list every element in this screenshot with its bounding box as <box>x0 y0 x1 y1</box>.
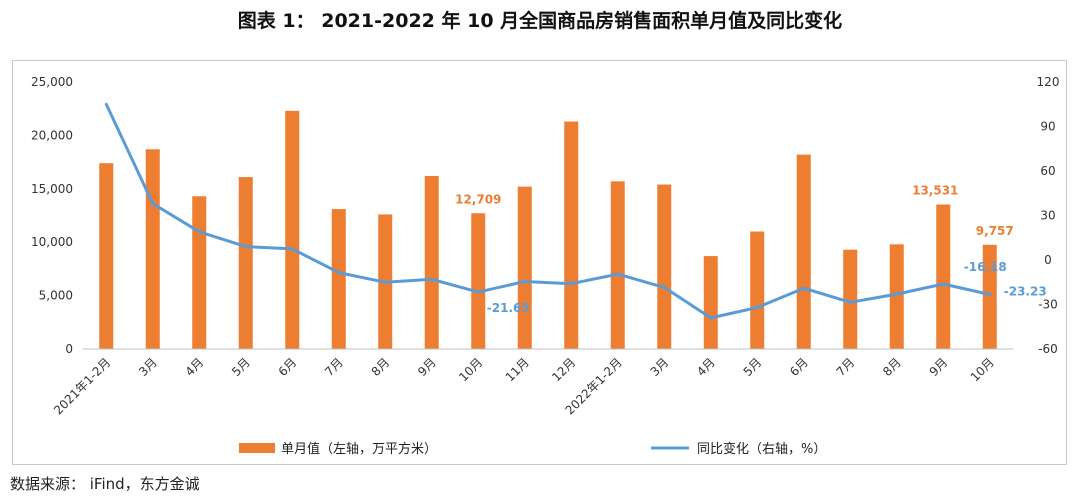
legend-label-line: 同比变化（右轴，%） <box>697 441 826 457</box>
bar <box>471 213 486 349</box>
x-axis-tick-label: 6月 <box>276 355 300 379</box>
x-axis-tick-label: 2021年1-2月 <box>51 355 113 417</box>
right-axis-tick-label: 60 <box>1040 164 1055 178</box>
line-data-label: -16.18 <box>964 260 1007 274</box>
chart-area: 0 5,000 10,000 15,000 20,000 25,000 -60 -30 0 30 6… <box>12 60 1067 465</box>
bar <box>936 204 951 349</box>
x-axis-tick-label: 7月 <box>834 355 858 379</box>
right-axis-tick-label: -30 <box>1038 298 1058 312</box>
yoy-line <box>104 102 992 320</box>
x-axis-tick-label: 8月 <box>369 355 393 379</box>
bar <box>192 196 207 349</box>
x-axis-tick-label: 9月 <box>927 355 951 379</box>
left-axis-tick-label: 5,000 <box>39 289 73 303</box>
bar <box>750 231 765 349</box>
x-axis-tick-label: 3月 <box>136 355 160 379</box>
left-axis-tick-label: 20,000 <box>31 128 73 142</box>
bar <box>982 244 997 349</box>
x-axis-tick-label: 10月 <box>968 355 997 384</box>
right-axis-tick-label: -60 <box>1038 342 1058 356</box>
left-axis-tick-label: 0 <box>65 342 73 356</box>
line-data-label: -21.65 <box>487 301 530 315</box>
bar <box>517 186 532 349</box>
chart-title: 图表 1： 2021-2022 年 10 月全国商品房销售面积单月值及同比变化 <box>237 10 843 32</box>
x-axis-tick-label: 4月 <box>183 355 207 379</box>
right-axis-tick-label: 120 <box>1037 75 1060 89</box>
x-axis-tick-label: 5月 <box>229 355 253 379</box>
line-data-label: -23.23 <box>1004 284 1047 298</box>
x-axis-tick-label: 8月 <box>880 355 904 379</box>
x-axis-tick-label: 6月 <box>787 355 811 379</box>
source-note: 数据来源： iFind，东方金诚 <box>10 475 200 493</box>
bar-data-label: 9,757 <box>976 224 1014 238</box>
right-axis-tick-label: 30 <box>1040 209 1055 223</box>
bar <box>99 163 114 349</box>
bar-data-label: 12,709 <box>455 192 501 206</box>
x-axis-tick-label: 9月 <box>415 355 439 379</box>
bar <box>796 154 811 349</box>
bar <box>610 181 625 349</box>
bar <box>331 209 346 349</box>
legend-label-bar: 单月值（左轴，万平方米） <box>281 441 437 457</box>
x-axis-tick-label: 4月 <box>694 355 718 379</box>
x-axis-tick-label: 7月 <box>322 355 346 379</box>
chart-svg: 0 5,000 10,000 15,000 20,000 25,000 -60 -30 0 30 6… <box>31 75 1060 457</box>
bar-data-label: 13,531 <box>912 183 958 197</box>
right-axis-tick-label: 90 <box>1040 120 1055 134</box>
bar <box>238 177 253 349</box>
left-axis-tick-label: 25,000 <box>31 75 73 89</box>
bar <box>145 149 160 349</box>
bar <box>843 249 858 349</box>
bar <box>889 244 904 349</box>
bar <box>703 256 718 349</box>
bar <box>564 121 579 350</box>
x-axis-tick-label: 10月 <box>456 355 485 384</box>
bar <box>424 175 439 349</box>
x-axis-tick-label: 11月 <box>503 355 532 384</box>
x-axis-tick-label: 12月 <box>549 355 578 384</box>
x-axis-tick-label: 5月 <box>741 355 765 379</box>
x-axis-tick-label: 3月 <box>648 355 672 379</box>
bar <box>285 110 300 349</box>
right-axis-tick-label: 0 <box>1044 253 1052 267</box>
bar <box>657 184 672 349</box>
legend-swatch-bar <box>239 443 275 453</box>
left-axis-tick-label: 10,000 <box>31 235 73 249</box>
left-axis-tick-label: 15,000 <box>31 182 73 196</box>
